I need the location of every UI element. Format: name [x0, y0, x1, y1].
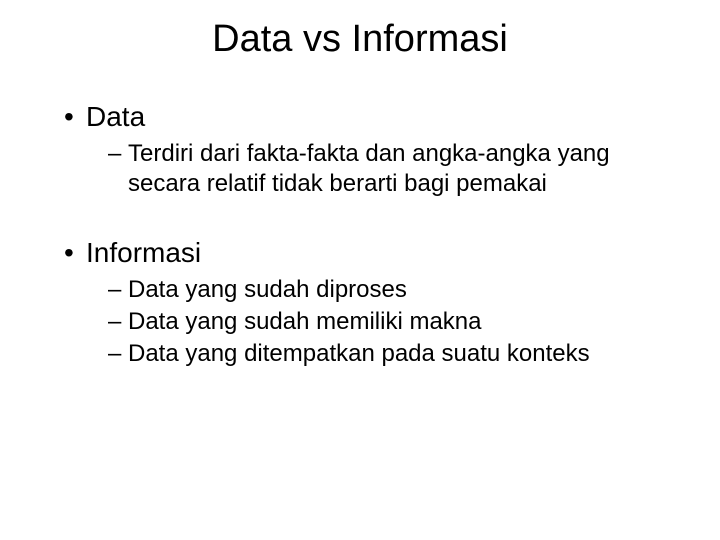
bullet-text: Data yang sudah diproses — [128, 276, 407, 303]
slide-title: Data vs Informasi — [40, 18, 680, 61]
bullet-heading: Informasi — [86, 237, 201, 268]
bullet-level1: Informasi — [64, 237, 680, 269]
slide: Data vs Informasi Data Terdiri dari fakt… — [0, 0, 720, 540]
bullet-text: Data yang sudah memiliki makna — [128, 308, 482, 335]
bullet-text: Terdiri dari fakta-fakta dan angka-angka… — [128, 140, 610, 197]
bullet-level1: Data — [64, 101, 680, 133]
bullet-level2: Data yang ditempatkan pada suatu konteks — [108, 339, 680, 369]
bullet-heading: Data — [86, 101, 145, 132]
bullet-text: Data yang ditempatkan pada suatu konteks — [128, 340, 590, 367]
bullet-level2: Terdiri dari fakta-fakta dan angka-angka… — [108, 139, 680, 199]
spacer — [40, 201, 680, 237]
bullet-level2: Data yang sudah memiliki makna — [108, 307, 680, 337]
bullet-level2: Data yang sudah diproses — [108, 275, 680, 305]
